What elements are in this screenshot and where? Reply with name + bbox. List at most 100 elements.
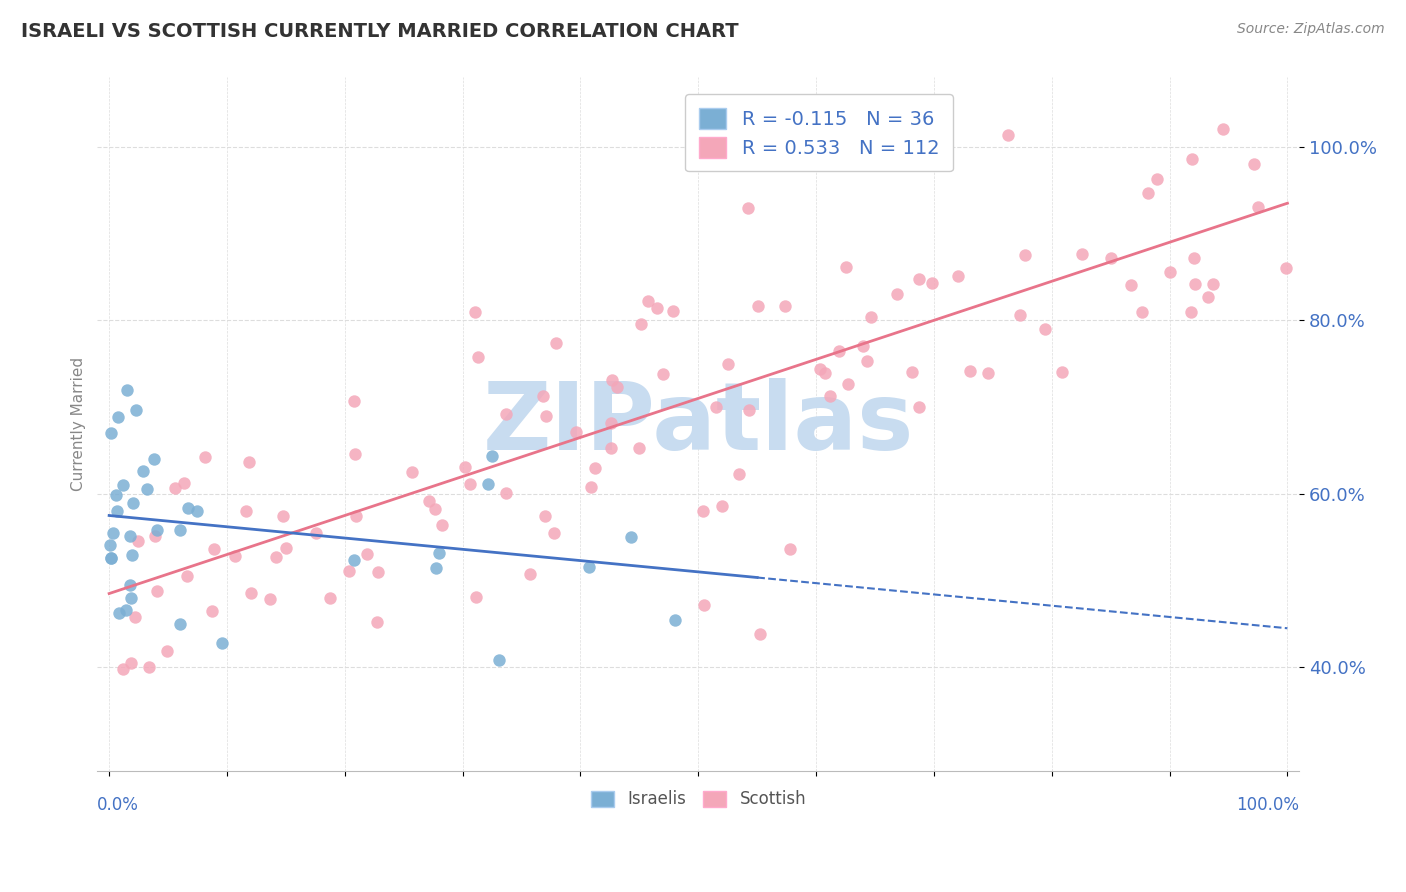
Point [343, 393, 366, 408]
Point [465, 590, 488, 604]
Y-axis label: Currently Married: Currently Married [72, 358, 86, 491]
Point [711, 500, 734, 514]
Text: ISRAELI VS SCOTTISH CURRENTLY MARRIED CORRELATION CHART: ISRAELI VS SCOTTISH CURRENTLY MARRIED CO… [21, 22, 738, 41]
Point [108, 606, 131, 620]
Point [1119, 277, 1142, 292]
Point [274, 541, 297, 555]
Point [100, 551, 122, 566]
Text: 100.0%: 100.0% [1236, 796, 1299, 814]
Point [531, 389, 554, 403]
Point [425, 561, 447, 575]
Point [343, 553, 366, 567]
Point [344, 508, 367, 523]
Point [948, 268, 970, 283]
Point [1099, 251, 1122, 265]
Point [186, 503, 208, 517]
Point [240, 586, 263, 600]
Text: Source: ZipAtlas.com: Source: ZipAtlas.com [1237, 22, 1385, 37]
Point [146, 583, 169, 598]
Point [235, 504, 257, 518]
Point [852, 339, 875, 353]
Point [367, 565, 389, 579]
Point [578, 559, 600, 574]
Point [146, 523, 169, 537]
Point [105, 503, 128, 517]
Point [467, 351, 489, 365]
Point [264, 549, 287, 564]
Point [1014, 248, 1036, 262]
Point [818, 389, 841, 403]
Point [908, 271, 931, 285]
Point [856, 354, 879, 368]
Point [1182, 251, 1205, 265]
Point [692, 598, 714, 612]
Point [177, 500, 200, 515]
Point [1212, 122, 1234, 136]
Point [136, 482, 159, 496]
Point [1010, 308, 1032, 322]
Point [115, 603, 138, 617]
Point [599, 441, 621, 455]
Point [156, 644, 179, 658]
Point [627, 441, 650, 455]
Text: ZIPatlas: ZIPatlas [482, 378, 914, 470]
Point [583, 460, 606, 475]
Point [224, 549, 246, 563]
Point [630, 317, 652, 331]
Point [921, 276, 943, 290]
Point [337, 564, 360, 578]
Point [692, 504, 714, 518]
Point [1033, 322, 1056, 336]
Point [581, 480, 603, 494]
Point [112, 478, 135, 492]
Point [477, 477, 499, 491]
Point [728, 467, 751, 482]
Point [127, 533, 149, 548]
Point [169, 523, 191, 537]
Point [124, 609, 146, 624]
Point [103, 526, 125, 541]
Point [664, 613, 686, 627]
Legend: Israelis, Scottish: Israelis, Scottish [583, 784, 813, 815]
Point [318, 591, 340, 605]
Point [908, 400, 931, 414]
Point [534, 409, 557, 424]
Point [194, 450, 217, 464]
Point [105, 487, 128, 501]
Point [533, 508, 555, 523]
Point [645, 301, 668, 315]
Point [1180, 305, 1202, 319]
Point [519, 566, 541, 581]
Point [543, 525, 565, 540]
Point [565, 425, 588, 440]
Point [1159, 265, 1181, 279]
Point [100, 550, 122, 565]
Point [1071, 247, 1094, 261]
Point [738, 403, 761, 417]
Point [430, 517, 453, 532]
Point [1243, 157, 1265, 171]
Point [138, 660, 160, 674]
Point [600, 417, 623, 431]
Point [495, 486, 517, 500]
Point [1146, 171, 1168, 186]
Point [662, 304, 685, 318]
Point [901, 365, 924, 379]
Point [1132, 305, 1154, 319]
Point [427, 546, 450, 560]
Point [704, 400, 727, 414]
Point [273, 508, 295, 523]
Point [1247, 200, 1270, 214]
Point [98, 538, 121, 552]
Point [600, 373, 623, 387]
Text: 0.0%: 0.0% [97, 796, 139, 814]
Point [118, 578, 141, 592]
Point [959, 364, 981, 378]
Point [121, 656, 143, 670]
Point [1274, 260, 1296, 275]
Point [259, 591, 281, 606]
Point [748, 626, 770, 640]
Point [977, 366, 1000, 380]
Point [997, 128, 1019, 143]
Point [211, 635, 233, 649]
